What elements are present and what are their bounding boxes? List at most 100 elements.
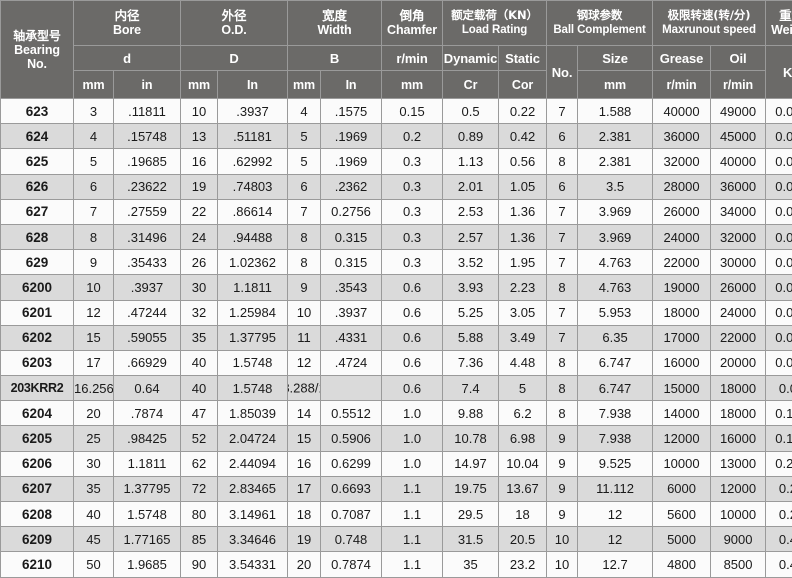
- header-bore-cn: 内径: [74, 8, 180, 23]
- cell-weight: 0.045: [766, 325, 792, 350]
- cell-od-in: 1.02362: [218, 250, 288, 275]
- cell-bore-mm: 4: [74, 124, 114, 149]
- cell-bore-in: .7874: [114, 401, 181, 426]
- cell-cr: 31.5: [443, 527, 499, 552]
- header-load-rating-cn: 额定载荷（KN）: [443, 8, 546, 23]
- cell-width-mm: 4: [288, 99, 321, 124]
- cell-bore-mm: 7: [74, 199, 114, 224]
- cell-od-mm: 40: [181, 376, 218, 401]
- cell-chamfer: 1.1: [382, 552, 443, 577]
- cell-oil-speed: 32000: [711, 224, 766, 249]
- bearing-spec-sheet: 轴承型号 Bearing No. 内径 Bore 外径 O.D. 宽度 Widt…: [0, 0, 792, 557]
- cell-width-in: [321, 376, 382, 401]
- cell-od-in: .86614: [218, 199, 288, 224]
- header-group-od: 外径 O.D.: [181, 1, 288, 46]
- cell-cor: 2.23: [499, 275, 547, 300]
- cell-width-in: 0.5906: [321, 426, 382, 451]
- cell-ball-no: 6: [547, 124, 578, 149]
- cell-bearing-no: 624: [1, 124, 74, 149]
- cell-od-mm: 62: [181, 451, 218, 476]
- cell-width-in: 0.7087: [321, 502, 382, 527]
- cell-bore-mm: 20: [74, 401, 114, 426]
- cell-cor: 1.36: [499, 199, 547, 224]
- cell-bearing-no: 6201: [1, 300, 74, 325]
- cell-cor: 1.05: [499, 174, 547, 199]
- cell-ball-no: 8: [547, 275, 578, 300]
- cell-cr: 14.97: [443, 451, 499, 476]
- cell-weight: 0.014: [766, 199, 792, 224]
- cell-od-mm: 22: [181, 199, 218, 224]
- cell-width-mm: 5: [288, 124, 321, 149]
- cell-grease-speed: 22000: [653, 250, 711, 275]
- cell-ball-no: 9: [547, 502, 578, 527]
- cell-od-mm: 13: [181, 124, 218, 149]
- header-group-max-speed: 极限转速(转/分) Maxrunout speed: [653, 1, 766, 46]
- cell-grease-speed: 24000: [653, 224, 711, 249]
- cell-width-mm: 19: [288, 527, 321, 552]
- cell-ball-no: 7: [547, 224, 578, 249]
- cell-width-in: 0.315: [321, 250, 382, 275]
- cell-grease-speed: 18000: [653, 300, 711, 325]
- cell-cr: 5.25: [443, 300, 499, 325]
- cell-width-mm: 20: [288, 552, 321, 577]
- cell-cor: 3.49: [499, 325, 547, 350]
- cell-grease-speed: 14000: [653, 401, 711, 426]
- cell-ball-size: 12: [578, 502, 653, 527]
- cell-bore-in: 1.5748: [114, 502, 181, 527]
- cell-weight: 0.07: [766, 376, 792, 401]
- header-row-symbol: d D B r/min Dynamic Static No. Size Grea…: [1, 46, 792, 71]
- cell-width-mm: 17: [288, 476, 321, 501]
- cell-cr: 5.88: [443, 325, 499, 350]
- cell-bearing-no: 626: [1, 174, 74, 199]
- header-load-dynamic: Dynamic: [443, 46, 499, 71]
- table-header: 轴承型号 Bearing No. 内径 Bore 外径 O.D. 宽度 Widt…: [1, 1, 792, 99]
- cell-bore-in: .3937: [114, 275, 181, 300]
- header-speed-oil: Oil: [711, 46, 766, 71]
- cell-bearing-no: 627: [1, 199, 74, 224]
- cell-chamfer: 0.6: [382, 376, 443, 401]
- header-chamfer-symbol: r/min: [382, 46, 443, 71]
- cell-grease-speed: 26000: [653, 199, 711, 224]
- cell-oil-speed: 9000: [711, 527, 766, 552]
- cell-chamfer: 0.6: [382, 325, 443, 350]
- cell-bore-mm: 12: [74, 300, 114, 325]
- cell-ball-size: 6.747: [578, 350, 653, 375]
- cell-oil-speed: 20000: [711, 350, 766, 375]
- cell-grease-speed: 6000: [653, 476, 711, 501]
- cell-width-mm: 18: [288, 502, 321, 527]
- cell-ball-size: 6.747: [578, 376, 653, 401]
- cell-od-in: 3.34646: [218, 527, 288, 552]
- cell-chamfer: 0.3: [382, 250, 443, 275]
- cell-bearing-no: 203KRR2: [1, 376, 74, 401]
- cell-ball-size: 6.35: [578, 325, 653, 350]
- cell-cor: 3.05: [499, 300, 547, 325]
- cell-width-mm: 11: [288, 325, 321, 350]
- cell-bore-mm: 3: [74, 99, 114, 124]
- header-bore-en: Bore: [74, 23, 180, 38]
- header-chamfer-en: Chamfer: [382, 23, 442, 38]
- cell-bore-in: .59055: [114, 325, 181, 350]
- cell-cor: 5: [499, 376, 547, 401]
- cell-chamfer: 1.0: [382, 451, 443, 476]
- cell-bearing-no: 6207: [1, 476, 74, 501]
- cell-ball-no: 7: [547, 300, 578, 325]
- cell-bore-in: 1.9685: [114, 552, 181, 577]
- cell-oil-speed: 40000: [711, 149, 766, 174]
- cell-bearing-no: 6210: [1, 552, 74, 577]
- cell-cor: 0.22: [499, 99, 547, 124]
- header-load-cor: Cor: [499, 71, 547, 99]
- cell-od-in: 1.1811: [218, 275, 288, 300]
- header-speed-grease-unit: r/min: [653, 71, 711, 99]
- cell-bore-in: .11811: [114, 99, 181, 124]
- header-max-speed-en: Maxrunout speed: [653, 23, 765, 38]
- cell-width-in: 0.7874: [321, 552, 382, 577]
- cell-cor: 18: [499, 502, 547, 527]
- header-group-load-rating: 额定载荷（KN） Load Rating: [443, 1, 547, 46]
- cell-bore-in: .23622: [114, 174, 181, 199]
- header-ball-complement-cn: 钢球参数: [547, 8, 652, 23]
- cell-od-in: 3.14961: [218, 502, 288, 527]
